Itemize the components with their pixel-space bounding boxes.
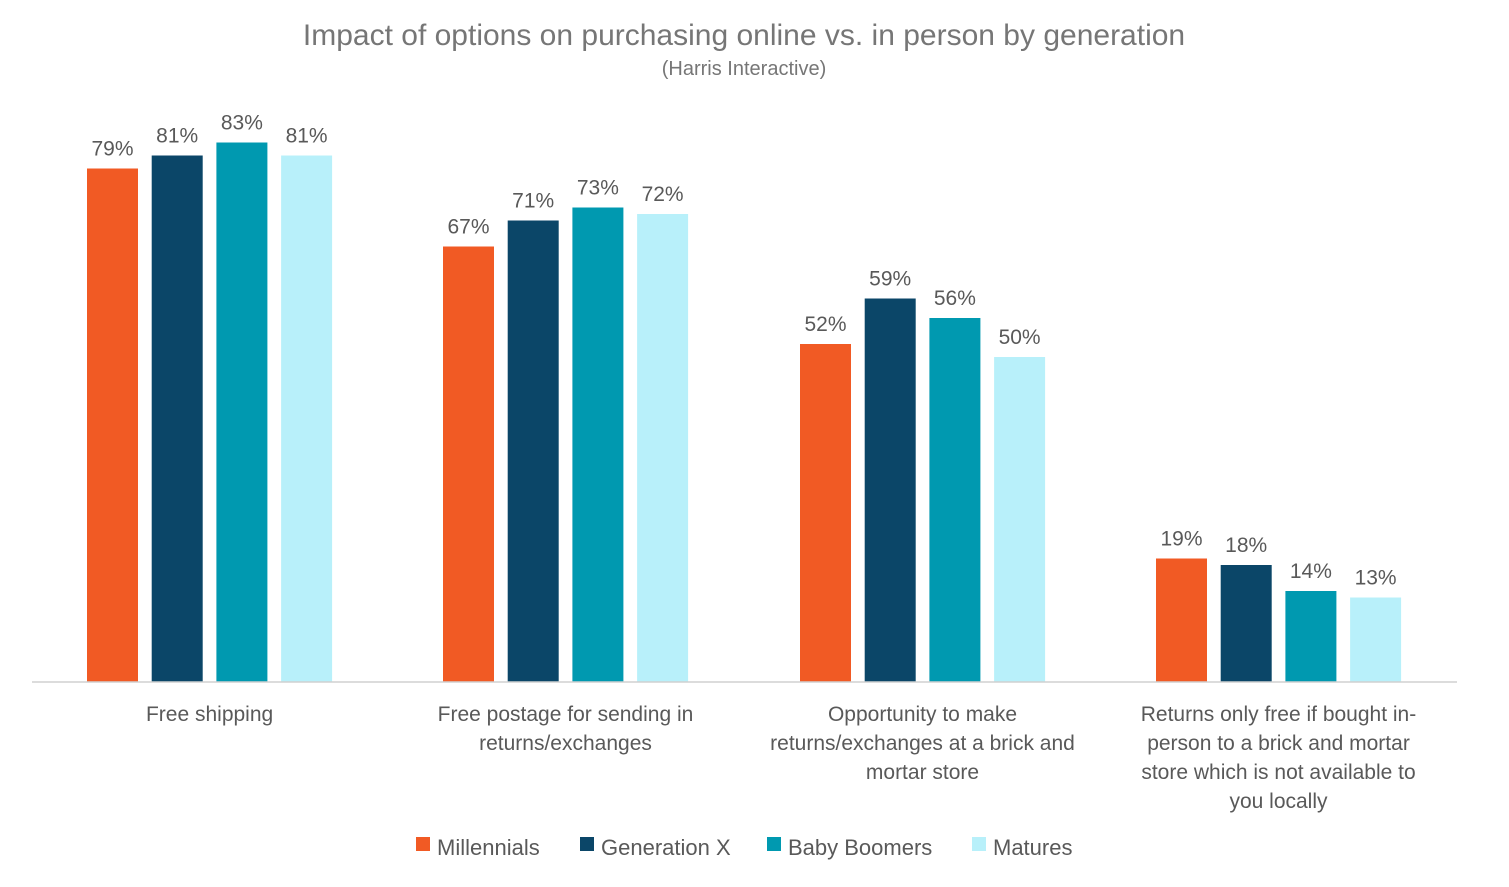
data-label: 18%	[1225, 534, 1267, 557]
bar	[443, 246, 494, 682]
data-label: 67%	[447, 216, 489, 239]
category-label-line: returns/exchanges at a brick and	[770, 732, 1075, 755]
category-label-line: Free postage for sending in	[438, 703, 694, 726]
legend: Millennials Generation X Baby Boomers Matur…	[416, 835, 1072, 860]
bar	[800, 344, 851, 682]
bar	[507, 220, 559, 682]
data-label: 14%	[1290, 560, 1332, 583]
category-label: Free postage for sending in returns/excha…	[438, 703, 694, 755]
data-label: 50%	[999, 326, 1041, 349]
data-label: 79%	[91, 138, 133, 161]
category-label-line: returns/exchanges	[479, 732, 652, 755]
category-label-line: store which is not available to	[1141, 761, 1415, 784]
bar	[637, 214, 689, 682]
plot-area: 79% 81% 83% 81% 67% 71% 73% 72% 52% 59% 56% 50% 19% 1…	[87, 112, 1402, 682]
data-label: 19%	[1160, 528, 1202, 551]
category-label: Returns only free if bought in-person to…	[1141, 703, 1416, 813]
data-label: 56%	[934, 287, 976, 310]
category-label: Free shipping	[146, 703, 273, 726]
bar	[929, 318, 981, 682]
data-label: 71%	[512, 190, 554, 213]
legend-swatch	[580, 837, 594, 851]
data-label: 81%	[286, 125, 328, 148]
bar	[216, 142, 268, 682]
category-label-line: Returns only free if bought in-	[1141, 703, 1416, 726]
legend-label: Generation X	[601, 835, 731, 860]
data-label: 52%	[804, 313, 846, 336]
legend-swatch	[972, 837, 986, 851]
bar	[994, 357, 1046, 682]
category-labels: Free shipping Free postage for sending in…	[146, 703, 1416, 813]
category-label: Opportunity to make returns/exchanges at …	[770, 703, 1075, 784]
data-label: 13%	[1355, 567, 1397, 590]
category-label-line: you locally	[1229, 790, 1328, 813]
data-label: 72%	[642, 183, 684, 206]
legend-label: Millennials	[437, 835, 540, 860]
chart-title: Impact of options on purchasing online v…	[303, 19, 1185, 52]
bar	[1156, 558, 1207, 682]
bar	[87, 168, 138, 682]
category-label-line: mortar store	[866, 761, 979, 784]
bar	[1285, 591, 1337, 682]
category-label-line: person to a brick and mortar	[1147, 732, 1410, 755]
data-label: 59%	[869, 268, 911, 291]
bar	[1220, 565, 1272, 682]
category-label-line: Free shipping	[146, 703, 273, 726]
chart-subtitle: (Harris Interactive)	[662, 58, 826, 80]
legend-swatch	[767, 837, 781, 851]
bar	[1350, 597, 1402, 682]
bar	[281, 155, 333, 682]
data-label: 83%	[221, 112, 263, 135]
category-label-line: Opportunity to make	[828, 703, 1017, 726]
bar	[151, 155, 203, 682]
legend-label: Baby Boomers	[788, 835, 932, 860]
data-label: 81%	[156, 125, 198, 148]
data-label: 73%	[577, 177, 619, 200]
bar	[864, 298, 916, 682]
bar	[572, 207, 624, 682]
legend-label: Matures	[993, 835, 1072, 860]
legend-swatch	[416, 837, 430, 851]
